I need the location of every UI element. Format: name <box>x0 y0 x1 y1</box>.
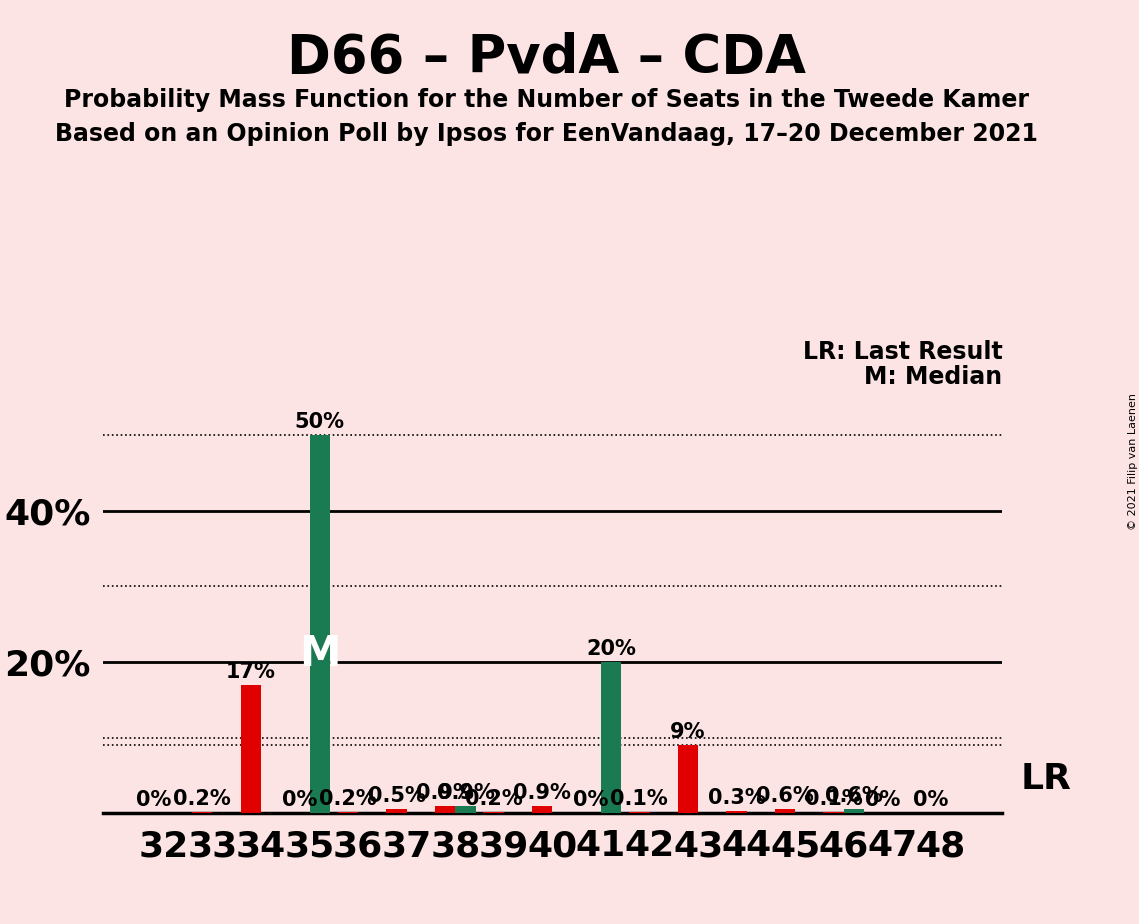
Text: 0.6%: 0.6% <box>825 785 883 806</box>
Text: 0%: 0% <box>281 790 317 810</box>
Text: 20%: 20% <box>587 638 636 659</box>
Text: 50%: 50% <box>295 412 345 432</box>
Text: 0%: 0% <box>136 790 171 810</box>
Text: 0.9%: 0.9% <box>416 784 474 803</box>
Text: 0.1%: 0.1% <box>805 789 862 809</box>
Bar <box>483 811 503 813</box>
Bar <box>386 809 407 813</box>
Text: 0.2%: 0.2% <box>173 788 231 808</box>
Text: 0%: 0% <box>913 790 949 810</box>
Bar <box>192 811 212 813</box>
Bar <box>775 808 795 813</box>
Text: 0.2%: 0.2% <box>465 788 523 808</box>
Text: 9%: 9% <box>670 722 706 742</box>
Text: 0.3%: 0.3% <box>707 788 765 808</box>
Bar <box>435 807 456 813</box>
Bar <box>727 811 747 813</box>
Text: Based on an Opinion Poll by Ipsos for EenVandaag, 17–20 December 2021: Based on an Opinion Poll by Ipsos for Ee… <box>56 122 1038 146</box>
Text: Probability Mass Function for the Number of Seats in the Tweede Kamer: Probability Mass Function for the Number… <box>64 88 1030 112</box>
Bar <box>456 807 476 813</box>
Bar <box>310 435 330 813</box>
Text: M: M <box>300 633 341 675</box>
Bar <box>240 685 261 813</box>
Text: 0.2%: 0.2% <box>319 788 377 808</box>
Text: 0.9%: 0.9% <box>436 784 494 803</box>
Text: © 2021 Filip van Laenen: © 2021 Filip van Laenen <box>1129 394 1138 530</box>
Text: 0.9%: 0.9% <box>514 784 571 803</box>
Text: LR: Last Result: LR: Last Result <box>803 340 1002 364</box>
Text: 0%: 0% <box>573 790 608 810</box>
Text: D66 – PvdA – CDA: D66 – PvdA – CDA <box>287 32 806 84</box>
Text: 17%: 17% <box>226 662 276 682</box>
Bar <box>844 808 865 813</box>
Bar <box>532 807 552 813</box>
Bar <box>678 745 698 813</box>
Text: 0.6%: 0.6% <box>756 785 814 806</box>
Text: 0.5%: 0.5% <box>368 786 426 807</box>
Text: 0.1%: 0.1% <box>611 789 669 809</box>
Bar <box>601 662 622 813</box>
Bar <box>337 811 358 813</box>
Text: LR: LR <box>1021 761 1071 796</box>
Text: M: Median: M: Median <box>865 365 1002 389</box>
Text: 0%: 0% <box>865 790 900 810</box>
